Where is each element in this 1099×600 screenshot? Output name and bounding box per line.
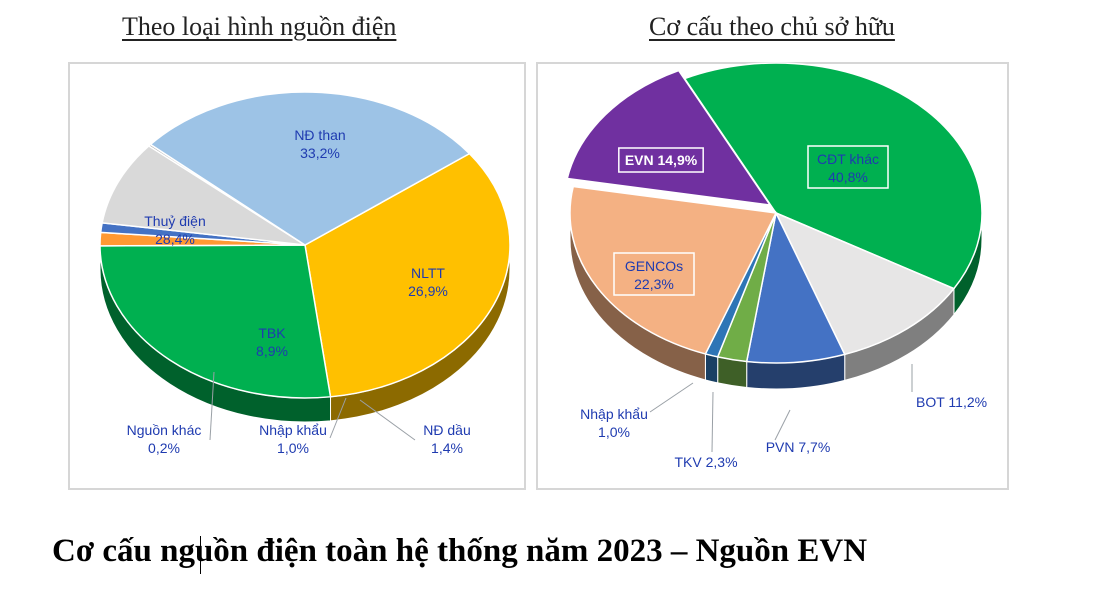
svg-text:BOT 11,2%: BOT 11,2% — [916, 394, 987, 410]
right-chart-title: Cơ cấu theo chủ sở hữu — [649, 12, 895, 41]
pie-chart-1: NĐ than 33,2% NLTT 26,9% NĐ dầu 1,4% Nhập khẩu… — [99, 91, 511, 456]
svg-text:1,0%: 1,0% — [277, 440, 309, 456]
svg-text:0,2%: 0,2% — [148, 440, 180, 456]
data-label-gencos: GENCOs 22,3% — [613, 252, 695, 296]
svg-text:TBK: TBK — [258, 325, 286, 341]
pie-chart-2: CĐT khác 40,8% BOT 11,2% PVN 7,7% TKV 2,3% Nh… — [566, 62, 987, 470]
slice-nd-than — [304, 152, 511, 398]
slice-thuy-dien — [149, 91, 471, 246]
svg-text:NĐ dầu: NĐ dầu — [423, 422, 470, 438]
svg-text:1,4%: 1,4% — [431, 440, 463, 456]
left-chart-title: Theo loại hình nguồn điện — [122, 12, 397, 41]
data-label-tkv: TKV 2,3% — [674, 391, 738, 470]
slice-side-nhap-khau — [704, 353, 719, 384]
data-label-tbk: TBK 8,9% — [256, 325, 288, 359]
data-label-bot: BOT 11,2% — [911, 364, 987, 410]
text-cursor — [200, 536, 201, 574]
slice-cdt-khac — [683, 62, 983, 290]
data-label-evn: EVN 14,9% — [618, 147, 704, 173]
data-label-nd-than: NĐ than 33,2% — [294, 127, 345, 161]
slice-nltt — [99, 244, 332, 399]
svg-text:TKV 2,3%: TKV 2,3% — [674, 454, 737, 470]
slice-pvn — [745, 210, 846, 364]
slice-bot — [774, 211, 956, 356]
data-label-pvn: PVN 7,7% — [766, 409, 831, 455]
svg-text:Nhập khẩu: Nhập khẩu — [259, 422, 327, 438]
svg-text:1,0%: 1,0% — [598, 424, 630, 440]
svg-text:NLTT: NLTT — [411, 265, 445, 281]
svg-text:Nguồn khác: Nguồn khác — [127, 422, 202, 438]
svg-text:Nhập khẩu: Nhập khẩu — [580, 406, 648, 422]
figure-caption: Cơ cấu nguồn điện toàn hệ thống năm 2023… — [52, 533, 868, 569]
svg-text:8,9%: 8,9% — [256, 343, 288, 359]
svg-text:40,8%: 40,8% — [828, 169, 868, 185]
slice-tbk — [101, 144, 306, 246]
svg-text:22,3%: 22,3% — [634, 276, 674, 292]
svg-text:CĐT khác: CĐT khác — [817, 151, 879, 167]
data-label-nhap-khau: Nhập khẩu 1,0% — [259, 397, 347, 456]
svg-text:Thuỷ điện: Thuỷ điện — [144, 213, 205, 229]
svg-text:NĐ than: NĐ than — [294, 127, 345, 143]
svg-text:28,4%: 28,4% — [155, 231, 195, 247]
svg-text:GENCOs: GENCOs — [625, 258, 683, 274]
data-label-nguon-khac: Nguồn khác 0,2% — [127, 371, 215, 456]
data-label-thuy-dien: Thuỷ điện 28,4% — [144, 213, 205, 247]
svg-text:EVN 14,9%: EVN 14,9% — [625, 152, 698, 168]
data-label-nhap-khau: Nhập khẩu 1,0% — [580, 382, 694, 440]
svg-text:33,2%: 33,2% — [300, 145, 340, 161]
svg-text:PVN 7,7%: PVN 7,7% — [766, 439, 831, 455]
slice-gencos — [569, 185, 778, 355]
data-label-nltt: NLTT 26,9% — [408, 265, 448, 299]
data-label-nd-dau: NĐ dầu 1,4% — [359, 399, 471, 456]
slice-evn — [566, 69, 772, 206]
data-label-cdt-khac: CĐT khác 40,8% — [807, 145, 889, 189]
svg-text:26,9%: 26,9% — [408, 283, 448, 299]
